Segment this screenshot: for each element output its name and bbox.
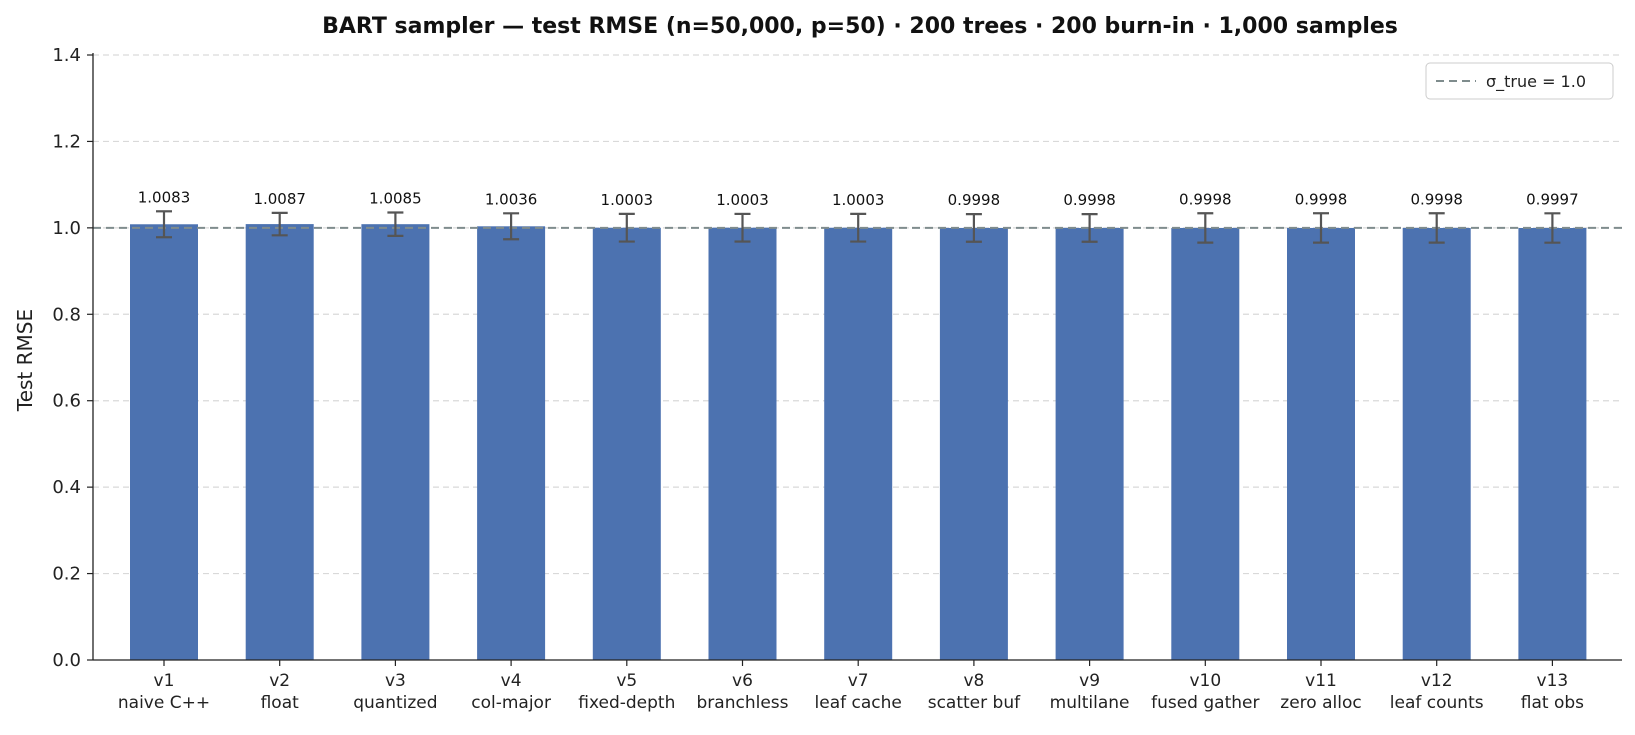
bar-v7 (824, 227, 893, 661)
x-tick-version: v5 (616, 671, 637, 691)
x-tick-label: fused gather (1151, 693, 1259, 713)
value-label: 0.9998 (1179, 190, 1232, 208)
x-tick-label: fixed-depth (578, 693, 675, 713)
y-tick-label: 1.4 (52, 45, 81, 66)
chart-title: BART sampler — test RMSE (n=50,000, p=50… (322, 14, 1398, 39)
bar-v12 (1402, 227, 1471, 660)
value-label: 1.0003 (601, 191, 654, 209)
x-tick-version: v11 (1305, 671, 1337, 691)
x-tick-version: v12 (1421, 671, 1453, 691)
x-tick-version: v3 (385, 671, 406, 691)
x-tick-label: quantized (353, 693, 437, 713)
x-tick-version: v6 (732, 671, 753, 691)
x-tick-version: v8 (963, 671, 984, 691)
bar-v11 (1287, 227, 1355, 660)
value-labels: 1.0083 1.0087 1.0085 1.0036 1.0003 1.0003 1.00… (138, 188, 1579, 209)
bar-v8 (939, 227, 1008, 660)
bars (130, 224, 1587, 661)
x-tick-label: leaf cache (815, 693, 902, 713)
y-axis-title: Test RMSE (13, 309, 37, 412)
x-tick-label: naive C++ (118, 693, 210, 713)
y-tick-label: 0.2 (52, 564, 81, 585)
bar-v6 (708, 227, 777, 661)
x-tick-label: scatter buf (928, 693, 1021, 713)
value-label: 0.9998 (1410, 190, 1463, 208)
value-label: 1.0036 (485, 190, 538, 208)
value-label: 1.0087 (253, 190, 306, 208)
value-label: 1.0003 (832, 191, 885, 209)
value-label: 0.9998 (1063, 191, 1116, 209)
x-tick-label: multilane (1050, 693, 1130, 713)
bar-v3 (361, 224, 430, 660)
x-tick-label: branchless (697, 693, 789, 713)
x-tick-version: v1 (154, 671, 175, 691)
value-label: 1.0083 (138, 188, 191, 206)
x-tick-version: v13 (1537, 671, 1569, 691)
y-tick-label: 0.6 (52, 391, 81, 412)
x-tick-version: v2 (269, 671, 290, 691)
value-label: 0.9998 (1295, 190, 1348, 208)
x-tick-version: v10 (1189, 671, 1221, 691)
x-tick-label: float (261, 693, 300, 713)
x-tick-label: flat obs (1521, 693, 1584, 713)
x-tick-version: v4 (501, 671, 522, 691)
x-tick-label: zero alloc (1280, 693, 1361, 713)
y-tick-label: 0.8 (52, 304, 81, 325)
y-tick-label: 0.4 (52, 477, 81, 498)
value-label: 1.0003 (716, 191, 769, 209)
y-tick-label: 1.2 (52, 131, 81, 152)
bar-v5 (592, 227, 661, 661)
bar-v1 (130, 224, 198, 660)
bar-v9 (1055, 227, 1124, 660)
bar-v4 (477, 226, 546, 660)
legend-label: σ_true = 1.0 (1486, 72, 1586, 92)
x-tick-label: col-major (471, 693, 551, 713)
x-tick-version: v7 (848, 671, 869, 691)
bar-v10 (1171, 227, 1240, 660)
x-tick-label: leaf counts (1390, 693, 1484, 713)
y-tick-label: 1.0 (52, 218, 81, 239)
error-bars (156, 210, 1561, 244)
value-label: 0.9998 (948, 191, 1001, 209)
x-tick-version: v9 (1079, 671, 1100, 691)
legend: σ_true = 1.0 (1425, 62, 1614, 100)
legend-frame (1425, 62, 1614, 100)
y-tick-label: 0.0 (52, 650, 81, 671)
value-label: 1.0085 (369, 190, 422, 208)
value-label: 0.9997 (1526, 190, 1579, 208)
bar-v13 (1518, 227, 1587, 660)
bar-v2 (245, 224, 314, 660)
